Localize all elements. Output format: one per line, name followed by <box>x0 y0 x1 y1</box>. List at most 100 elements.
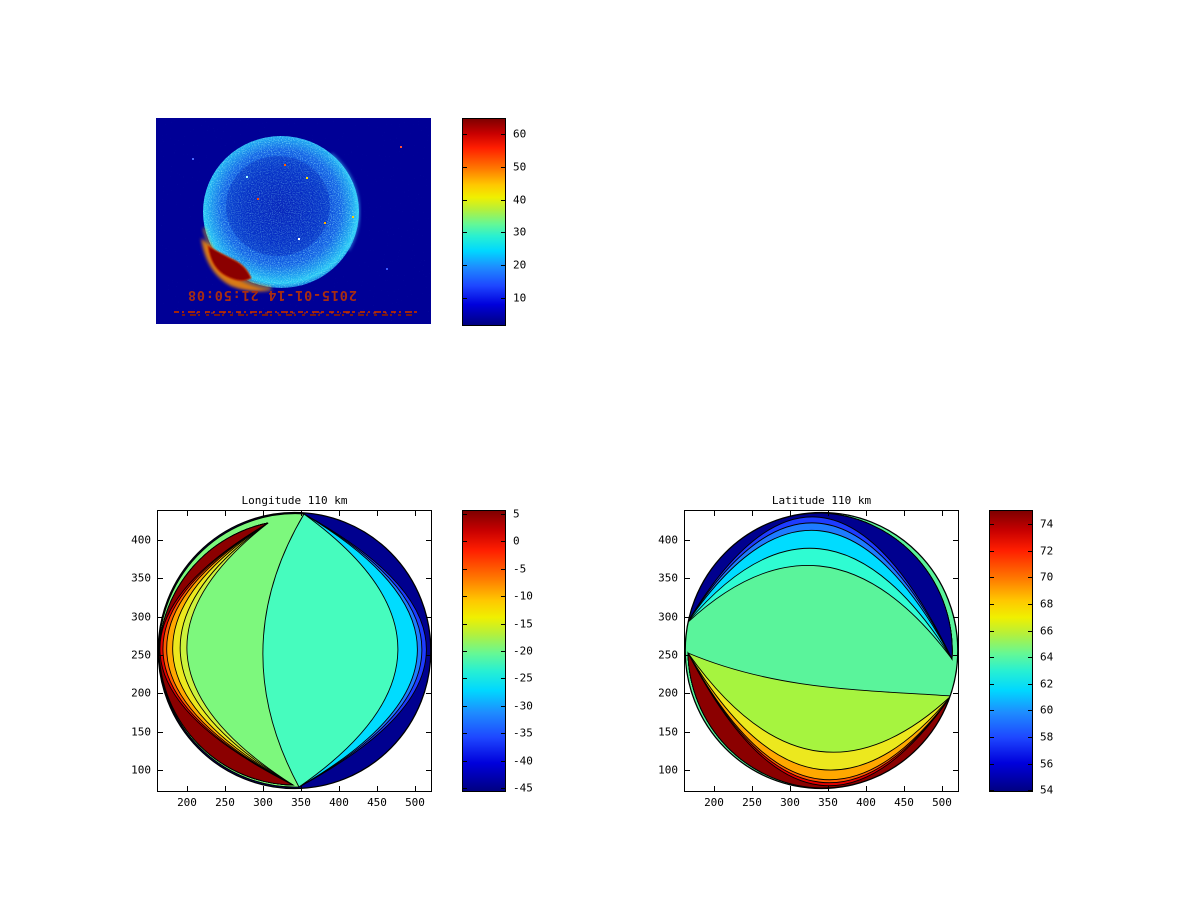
y-tick-label: 100 <box>131 763 151 777</box>
tick-mark <box>225 786 226 791</box>
y-tick-label: 200 <box>131 686 151 700</box>
y-tick-label: 300 <box>131 610 151 624</box>
colorbar-tick-label: -40 <box>513 754 533 768</box>
longitude-colorbar: 5 0 -5 -10 -15 -20 -25 -30 -35 -40 -45 <box>462 507 533 795</box>
colorbar-tick-label: 5 <box>513 507 520 521</box>
tick-mark <box>990 550 994 552</box>
x-tick-label: 500 <box>932 796 952 809</box>
x-tick-label: 350 <box>291 796 311 809</box>
y-tick-label: 400 <box>658 533 678 547</box>
tick-mark <box>426 655 431 656</box>
tick-mark <box>714 786 715 791</box>
tick-mark <box>953 617 958 618</box>
colorbar-tick-label: -30 <box>513 699 533 713</box>
tick-mark <box>828 786 829 791</box>
tick-mark <box>942 786 943 791</box>
tick-mark <box>426 578 431 579</box>
tick-mark <box>953 540 958 541</box>
tick-mark <box>501 232 505 234</box>
allsky-colorbar: 60 50 40 30 20 10 <box>462 118 526 326</box>
colorbar-tick-label: 72 <box>1040 544 1054 558</box>
latitude-colorbar: 74 72 70 68 66 64 62 60 58 56 54 <box>989 510 1053 797</box>
tick-mark <box>415 786 416 791</box>
bottom-noise-strip <box>174 311 418 316</box>
tick-mark <box>158 540 163 541</box>
tick-mark <box>263 786 264 791</box>
tick-mark <box>685 655 690 656</box>
contour-band <box>158 522 294 786</box>
colorbar-tick-label: 10 <box>513 291 527 305</box>
allsky-image: 2015-01-14 21:50:08 <box>156 118 431 324</box>
y-tick-label: 100 <box>658 763 678 777</box>
tick-mark <box>463 541 467 543</box>
tick-mark <box>990 790 994 792</box>
tick-mark <box>463 596 467 598</box>
x-tick-label: 200 <box>177 796 197 809</box>
bright-limb-arc <box>330 152 360 251</box>
tick-mark <box>1028 763 1032 765</box>
tick-mark <box>501 651 505 652</box>
disk-outline <box>157 511 432 790</box>
tick-mark <box>501 623 505 625</box>
latitude-contour <box>684 511 959 791</box>
tick-mark <box>463 166 467 168</box>
contour-plot-canvas <box>157 511 432 790</box>
colorbar-tick-label: 20 <box>513 258 527 272</box>
longitude-axes: Longitude 110 km 200 250 300 350 400 450 500 40… <box>131 495 432 809</box>
x-tick-label: 200 <box>704 796 724 809</box>
tick-mark <box>1028 683 1032 685</box>
tick-mark <box>501 513 505 515</box>
y-tick-label: 150 <box>658 725 678 739</box>
colorbar-tick-label: 74 <box>1040 517 1054 531</box>
colorbar-tick-label: 58 <box>1040 730 1054 744</box>
tick-mark <box>501 733 505 735</box>
tick-mark <box>1028 524 1032 526</box>
tick-mark <box>714 511 715 516</box>
tick-mark <box>685 770 690 771</box>
tick-mark <box>1028 630 1032 632</box>
y-tick-label: 300 <box>658 610 678 624</box>
tick-mark <box>426 617 431 618</box>
tick-mark <box>685 693 690 694</box>
tick-mark <box>377 786 378 791</box>
tick-mark <box>1028 790 1032 792</box>
y-tick-label: 150 <box>131 725 151 739</box>
colorbar-tick-label: -20 <box>513 644 533 658</box>
tick-mark <box>158 655 163 656</box>
tick-mark <box>828 511 829 516</box>
tick-mark <box>942 511 943 516</box>
tick-mark <box>1028 710 1032 712</box>
tick-mark <box>301 786 302 791</box>
x-tick-label: 250 <box>215 796 235 809</box>
tick-mark <box>501 134 505 136</box>
x-tick-label: 250 <box>742 796 762 809</box>
tick-mark <box>158 693 163 694</box>
tick-mark <box>1028 603 1032 605</box>
tick-mark <box>463 568 467 570</box>
colorbar-tick-label: 62 <box>1040 677 1054 691</box>
colorbar-tick-label: 70 <box>1040 570 1054 584</box>
colorbar-tick-label: -5 <box>513 562 527 576</box>
tick-mark <box>225 511 226 516</box>
disk-dark-core <box>226 156 330 256</box>
tick-mark <box>339 511 340 516</box>
tick-mark <box>463 199 467 201</box>
tick-mark <box>426 540 431 541</box>
tick-mark <box>990 657 994 659</box>
tick-mark <box>685 578 690 579</box>
tick-mark <box>187 511 188 516</box>
tick-mark <box>866 786 867 791</box>
tick-mark <box>501 166 505 168</box>
tick-mark <box>158 732 163 733</box>
y-tick-label: 400 <box>131 533 151 547</box>
tick-mark <box>463 651 467 652</box>
tick-mark <box>990 736 994 738</box>
tick-mark <box>377 511 378 516</box>
tick-mark <box>1028 577 1032 579</box>
latitude-title: Latitude 110 km <box>771 494 872 507</box>
longitude-contour <box>157 511 432 791</box>
tick-mark <box>990 603 994 605</box>
contour-plot-canvas <box>684 511 959 790</box>
colorbar-tick-label: -35 <box>513 726 533 740</box>
tick-mark <box>790 786 791 791</box>
